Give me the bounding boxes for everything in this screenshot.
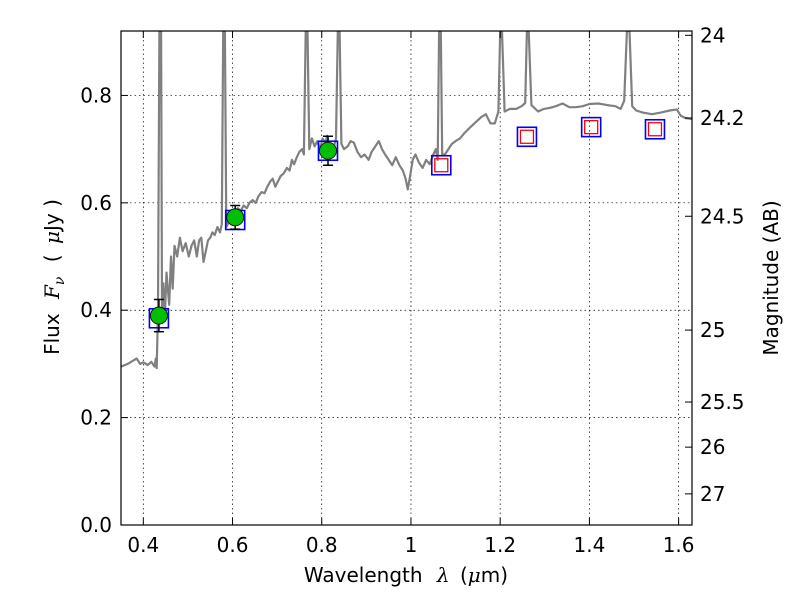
magnitude-tick-label: 27 bbox=[700, 482, 725, 506]
y-tick-label: 0.6 bbox=[80, 191, 112, 215]
x-axis-label-unit-open: ( bbox=[460, 563, 468, 587]
model-band-flux-square bbox=[580, 116, 602, 138]
y-tick-label: 0.8 bbox=[80, 83, 112, 107]
x-tick-label: 1.4 bbox=[573, 533, 605, 557]
red-band-marker bbox=[434, 158, 449, 173]
magnitude-tick-label: 26 bbox=[700, 435, 725, 459]
y-axis-label-unit-rest: Jy ) bbox=[40, 199, 64, 233]
x-tick-label: 0.6 bbox=[217, 533, 249, 557]
y-axis-label-unit-symbol: μ bbox=[40, 231, 64, 244]
y-tick-label: 0.2 bbox=[80, 406, 112, 430]
y-axis-label: Flux Fν ( μJy ) bbox=[40, 199, 69, 355]
plot-frame bbox=[120, 30, 693, 526]
red-band-marker bbox=[647, 122, 663, 137]
y-axis-label-symbol: F bbox=[40, 284, 64, 300]
x-tick-label: 0.4 bbox=[127, 533, 159, 557]
y-axis-label-prefix: Flux bbox=[40, 313, 64, 355]
x-tick-labels: 0.4 0.6 0.8 1 1.2 1.4 1.6 bbox=[127, 533, 694, 557]
observed-flux-point bbox=[226, 208, 245, 227]
magnitude-tick-label: 24.2 bbox=[700, 106, 745, 130]
magnitude-tick-label: 25 bbox=[700, 318, 725, 342]
magnitude-axis-label: Magnitude (AB) bbox=[759, 200, 783, 355]
model-box-group bbox=[148, 116, 666, 329]
model-spectrum-line bbox=[121, 31, 692, 370]
x-tick-label: 0.8 bbox=[306, 533, 338, 557]
x-tick-label: 1 bbox=[405, 533, 418, 557]
model-band-flux-square bbox=[516, 126, 538, 148]
y-axis-label-subscript: ν bbox=[52, 276, 68, 285]
magnitude-tick-label: 24.5 bbox=[700, 204, 745, 228]
x-tick-label: 1.2 bbox=[484, 533, 516, 557]
x-tick-label: 1.6 bbox=[663, 533, 695, 557]
x-axis-label-prefix: Wavelength bbox=[304, 563, 423, 587]
y-tick-label: 0.4 bbox=[80, 298, 112, 322]
magnitude-tick-label: 24 bbox=[700, 23, 725, 47]
model-band-flux-square bbox=[644, 118, 666, 140]
x-axis-label-unit-rest: m) bbox=[481, 563, 508, 587]
observed-flux-point bbox=[150, 306, 168, 325]
magnitude-tick-label: 25.5 bbox=[700, 390, 745, 414]
model-band-flux-square bbox=[430, 154, 452, 176]
spectrum-group bbox=[121, 31, 692, 370]
y-tick-label: 0.0 bbox=[80, 513, 112, 537]
y-axis-label-unit-open: ( bbox=[40, 254, 64, 262]
x-axis-label: Wavelength λ (μm) bbox=[304, 563, 508, 587]
observed-point-group bbox=[150, 135, 337, 333]
y-tick-labels: 0.0 0.2 0.4 0.6 0.8 bbox=[80, 83, 112, 537]
observed-flux-point bbox=[319, 141, 337, 160]
red-band-marker bbox=[519, 129, 535, 144]
x-axis-label-unit-symbol: μ bbox=[468, 563, 481, 587]
tick-group bbox=[121, 31, 692, 526]
magnitude-tick-labels: 24 24.2 24.5 25 25.5 26 27 bbox=[700, 23, 745, 506]
x-axis-label-symbol: λ bbox=[436, 563, 450, 587]
red-band-marker bbox=[584, 119, 599, 135]
